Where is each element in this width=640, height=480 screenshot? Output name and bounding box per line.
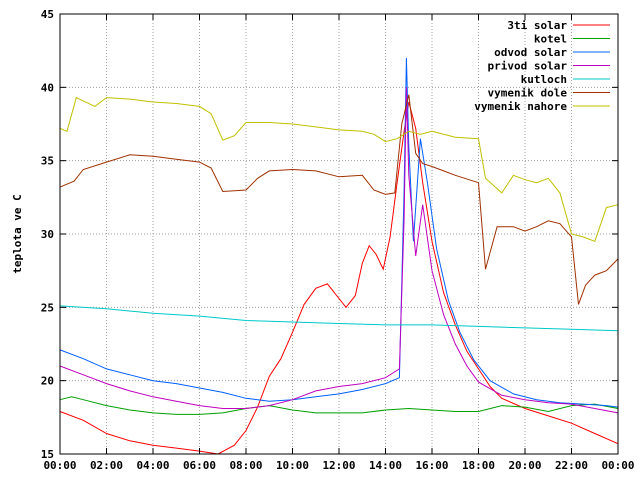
x-tick-label: 04:00 [136, 459, 169, 472]
x-tick-label: 00:00 [43, 459, 76, 472]
series-line-kotel [59, 396, 619, 415]
y-tick-label: 20 [41, 375, 54, 388]
y-tick-label: 25 [41, 301, 54, 314]
x-tick-label: 18:00 [462, 459, 495, 472]
x-tick-label: 02:00 [90, 459, 123, 472]
y-tick-label: 15 [41, 448, 54, 461]
series-line-vymenik-nahore [59, 96, 619, 242]
x-tick-label: 06:00 [183, 459, 216, 472]
series-line-kutloch [59, 305, 619, 332]
y-tick-label: 40 [41, 81, 54, 94]
x-tick-label: 10:00 [276, 459, 309, 472]
y-tick-label: 30 [41, 228, 54, 241]
x-tick-label: 22:00 [555, 459, 588, 472]
y-axis-label: teplota ve C [11, 194, 24, 273]
x-tick-label: 08:00 [229, 459, 262, 472]
legend-label: kutloch [521, 73, 567, 86]
x-tick-label: 16:00 [415, 459, 448, 472]
legend-label: kotel [534, 33, 567, 46]
legend-label: privod solar [488, 60, 568, 73]
x-tick-label: 00:00 [601, 459, 634, 472]
x-tick-label: 14:00 [369, 459, 402, 472]
y-axis-ticks: 15 20 25 30 35 40 45 [41, 8, 618, 461]
x-tick-label: 12:00 [322, 459, 355, 472]
series-line-odvod-solar [59, 57, 619, 408]
legend-label: odvod solar [494, 46, 567, 59]
y-tick-label: 35 [41, 155, 54, 168]
legend-label: vymenik dole [488, 87, 568, 100]
x-tick-label: 20:00 [508, 459, 541, 472]
x-axis-ticks: 00:00 02:00 04:00 06:00 08:00 10:00 12:00 14:00… [43, 14, 635, 472]
series-line-vymenik-dole [59, 94, 619, 305]
legend-label: vymenik nahore [474, 100, 567, 113]
legend-label: 3ti solar [507, 19, 567, 32]
y-tick-label: 45 [41, 8, 54, 21]
series-line-privod-solar [59, 87, 619, 414]
